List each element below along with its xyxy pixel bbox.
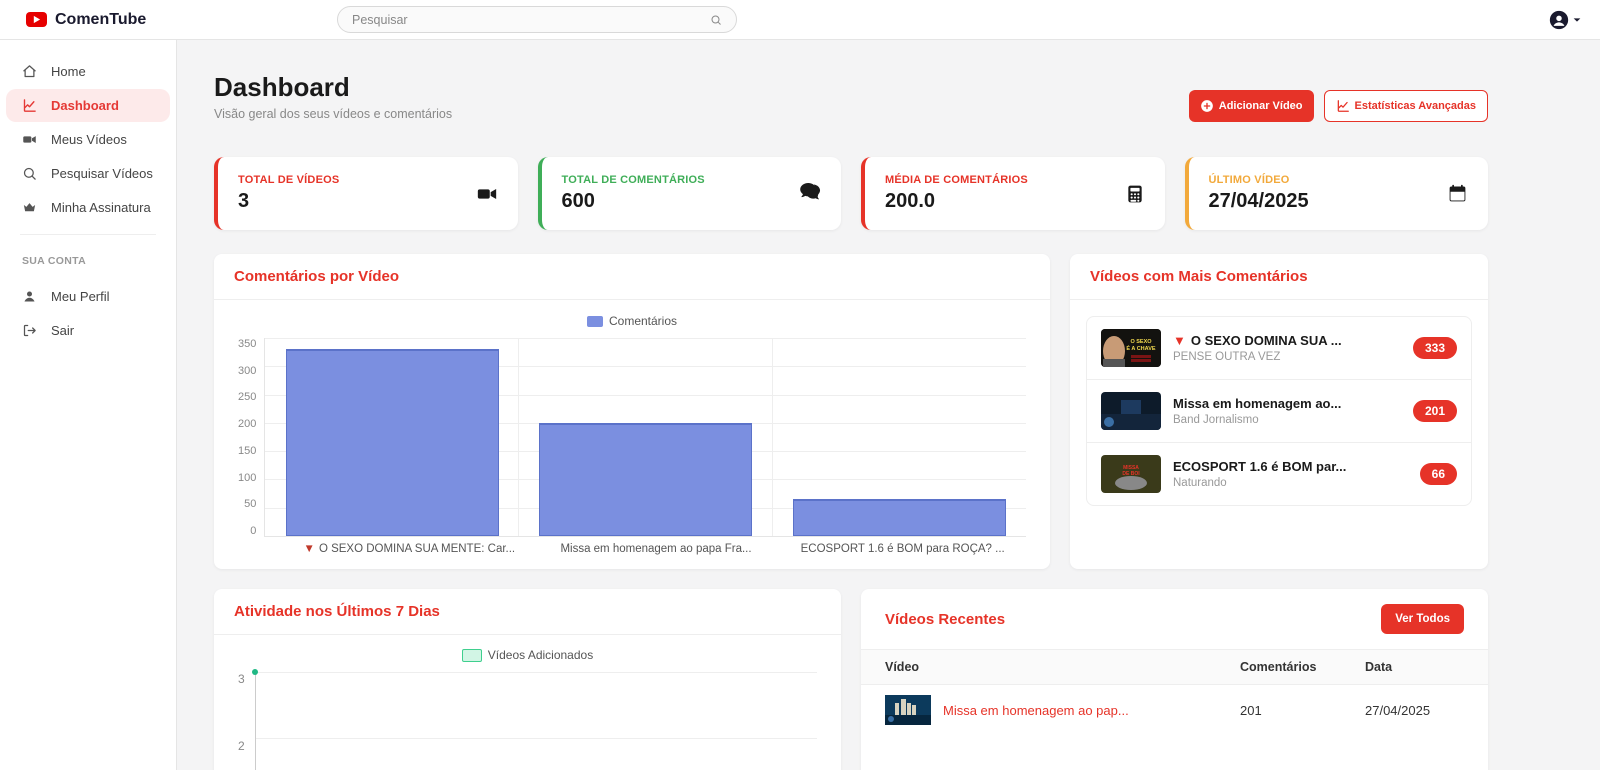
svg-text:O SEXO: O SEXO — [1130, 339, 1152, 345]
svg-text:É A CHAVE: É A CHAVE — [1126, 344, 1155, 352]
